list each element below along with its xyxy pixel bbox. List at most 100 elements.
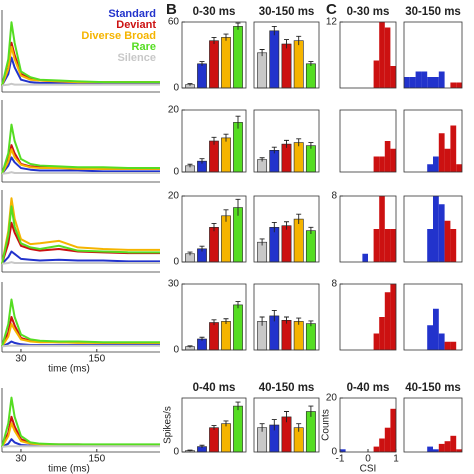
histogram-bar xyxy=(444,341,451,350)
error-bar xyxy=(187,449,193,452)
bar xyxy=(305,63,316,89)
bar xyxy=(221,321,231,351)
bar xyxy=(281,143,292,173)
histogram-bar xyxy=(373,446,380,452)
x-tick-label: 150 xyxy=(88,454,105,465)
x-tick-label: 0 xyxy=(365,454,371,465)
y-tick-label: 20 xyxy=(168,191,180,202)
histogram-bar xyxy=(444,441,451,452)
histogram-bar xyxy=(379,196,385,262)
histogram-bar xyxy=(433,449,439,452)
legend-entry: Standard xyxy=(108,8,156,20)
psth-line xyxy=(1,156,160,175)
x-axis-label: time (ms) xyxy=(48,364,90,375)
axes-frame xyxy=(253,195,320,263)
histogram-bar xyxy=(450,229,457,262)
bar xyxy=(293,142,304,173)
axes-frame xyxy=(403,21,463,89)
psth-line xyxy=(1,445,160,448)
axes-frame xyxy=(403,283,463,351)
x-tick-label: 150 xyxy=(88,354,105,365)
histogram-bar xyxy=(427,446,433,452)
axes-frame xyxy=(253,283,320,351)
histogram-bar xyxy=(438,333,445,350)
bar xyxy=(209,40,219,89)
error-bar xyxy=(187,251,193,256)
bar xyxy=(209,140,219,173)
histogram-bar xyxy=(384,292,391,350)
x-tick-label: 30 xyxy=(15,354,27,365)
error-bar xyxy=(223,420,229,427)
error-bar xyxy=(187,345,193,348)
histogram-bar xyxy=(421,71,428,88)
bar xyxy=(221,423,231,453)
psth-line xyxy=(1,298,160,347)
histogram-bar xyxy=(373,229,380,262)
y-tick-label: 0 xyxy=(331,447,337,458)
y-tick-label: 20 xyxy=(168,105,180,116)
y-tick-label: 60 xyxy=(168,17,180,28)
psth-line xyxy=(1,250,160,265)
error-bar xyxy=(259,49,265,57)
error-bar xyxy=(211,222,217,232)
error-bar xyxy=(296,35,302,46)
error-bar xyxy=(296,213,302,225)
y-tick-label: 12 xyxy=(326,17,338,28)
histogram-bar xyxy=(390,148,396,172)
error-bar xyxy=(271,309,277,322)
histogram-bar xyxy=(427,229,433,262)
error-bar xyxy=(235,22,241,30)
bar xyxy=(305,323,316,351)
error-bar xyxy=(235,198,241,216)
y-tick-label: 0 xyxy=(173,167,179,178)
panel-title: 0-30 ms xyxy=(193,6,236,18)
psth-line xyxy=(1,344,160,348)
panel-title: 0-30 ms xyxy=(347,6,390,18)
histogram-bar xyxy=(438,204,445,262)
error-bar xyxy=(211,136,217,145)
error-bar xyxy=(271,25,277,36)
bar xyxy=(257,52,268,89)
error-bar xyxy=(235,401,241,411)
bar xyxy=(221,215,231,263)
histogram-bar xyxy=(373,333,380,350)
psth-line xyxy=(1,396,160,448)
histogram-bar xyxy=(384,427,391,452)
bar xyxy=(233,304,243,351)
histogram-bar xyxy=(450,341,457,350)
error-bar xyxy=(308,320,314,327)
panel-title: 40-150 ms xyxy=(259,382,315,394)
error-bar xyxy=(199,336,205,341)
psth-line xyxy=(1,221,160,265)
bar xyxy=(233,122,243,173)
legend-entry: Deviant xyxy=(116,19,156,31)
histogram-bar xyxy=(450,125,457,172)
axes-frame xyxy=(403,109,463,173)
histogram-bar xyxy=(450,82,457,88)
histogram-bar xyxy=(456,164,462,172)
axes-frame xyxy=(339,21,397,89)
bar xyxy=(305,411,316,453)
histogram-bar xyxy=(379,317,385,350)
error-bar xyxy=(199,61,205,66)
error-bar xyxy=(259,423,265,432)
axes-frame xyxy=(181,21,247,89)
panel-title: 30-150 ms xyxy=(259,6,315,18)
histogram-bar xyxy=(438,443,445,452)
bar xyxy=(233,26,243,89)
histogram-bar xyxy=(433,156,439,172)
bar xyxy=(281,319,292,351)
error-bar xyxy=(211,319,217,326)
axes-frame xyxy=(403,195,463,263)
axes-frame xyxy=(253,109,320,173)
histogram-bar xyxy=(384,229,391,262)
y-axis-label: Spikes/s xyxy=(163,406,174,444)
error-bar xyxy=(296,138,302,147)
histogram-bar xyxy=(379,438,385,452)
histogram-bar xyxy=(427,325,433,350)
axes-frame xyxy=(181,397,247,453)
axes-frame xyxy=(339,109,397,173)
bar xyxy=(305,145,316,173)
psth-line xyxy=(1,171,160,175)
